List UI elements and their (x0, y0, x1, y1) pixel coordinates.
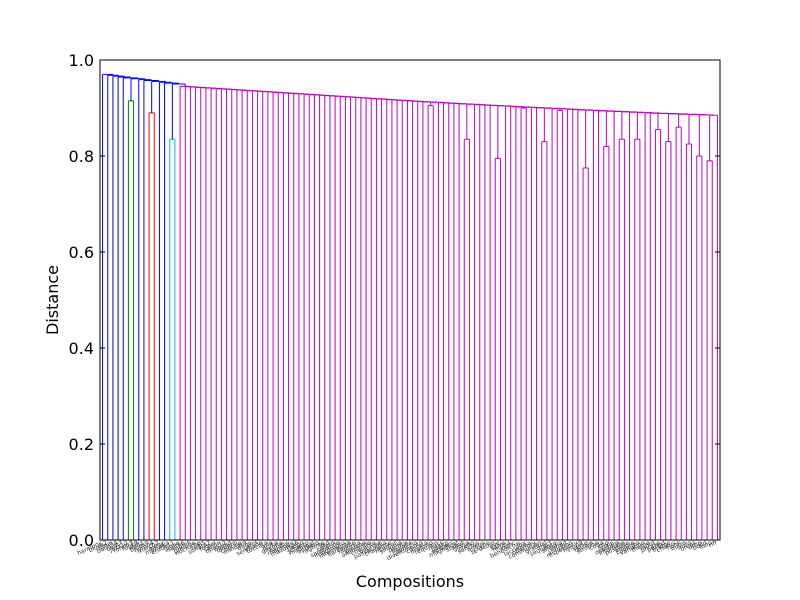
leaf-label-77: ave (488, 539, 501, 550)
y-tick-label-3: 0.6 (69, 243, 94, 262)
y-axis-label: Distance (43, 265, 62, 335)
y-tick-label-1: 0.2 (69, 435, 94, 454)
dendrogram-links (102, 73, 718, 540)
leaf-label-33: aria (261, 539, 275, 550)
y-tick-label-0: 0.0 (69, 531, 94, 550)
leaf-label-82: lux (516, 539, 528, 549)
leaf-label-98: trio (598, 539, 610, 550)
leaf-labels: harmonyblues2tonalbach34beat7jazz12rondo… (76, 539, 719, 562)
y-tick-label-5: 1.0 (69, 51, 94, 70)
leaf-label-119: riff (708, 539, 719, 549)
y-tick-label-4: 0.8 (69, 147, 94, 166)
leaf-label-118: loop (699, 539, 714, 551)
y-tick-label-2: 0.4 (69, 339, 94, 358)
leaf-label-44: lied (318, 539, 331, 550)
x-axis-label: Compositions (356, 572, 464, 591)
plot-frame (99, 59, 721, 541)
y-axis-ticks: 0.0 0.2 0.4 0.6 0.8 1.0 (69, 51, 720, 550)
